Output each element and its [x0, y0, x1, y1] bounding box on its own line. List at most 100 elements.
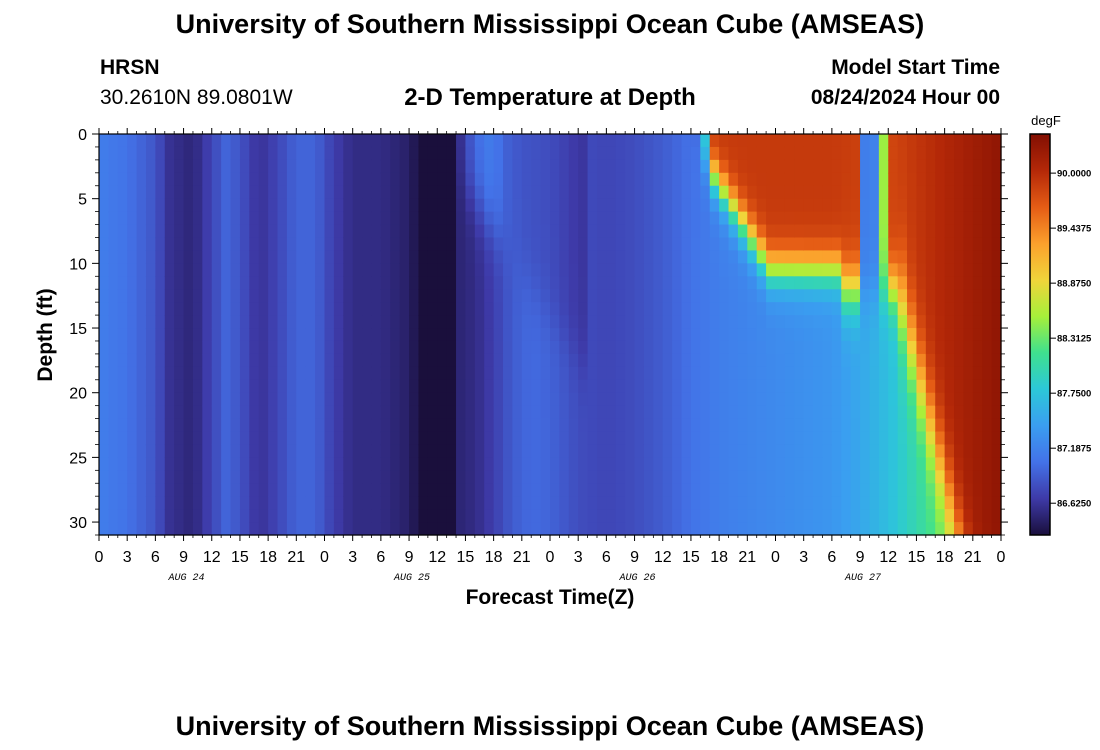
- heatmap-cell: [625, 496, 636, 510]
- heatmap-cell: [108, 340, 119, 355]
- model-start-value: 08/24/2024 Hour 00: [810, 86, 1000, 109]
- heatmap-cell: [531, 444, 542, 458]
- heatmap-cell: [352, 302, 363, 316]
- heatmap-cell: [108, 302, 119, 316]
- heatmap-cell: [456, 224, 467, 239]
- heatmap-cell: [803, 302, 814, 316]
- heatmap-cell: [672, 146, 683, 161]
- heatmap-cell: [803, 134, 814, 148]
- heatmap-cell: [935, 340, 946, 355]
- heatmap-cell: [672, 289, 683, 303]
- heatmap-cell: [944, 483, 955, 497]
- heatmap-cell: [991, 340, 1002, 355]
- heatmap-cell: [888, 457, 899, 471]
- heatmap-cell: [653, 237, 664, 252]
- heatmap-cell: [521, 444, 532, 458]
- heatmap-cell: [174, 353, 185, 368]
- heatmap-cell: [371, 146, 382, 161]
- heatmap-cell: [756, 146, 767, 161]
- heatmap-cell: [409, 431, 420, 446]
- heatmap-cell: [117, 159, 128, 174]
- heatmap-cell: [672, 522, 683, 536]
- heatmap-cell: [380, 470, 391, 484]
- heatmap-cell: [719, 328, 730, 342]
- heatmap-cell: [831, 328, 842, 342]
- heatmap-cell: [794, 250, 805, 264]
- heatmap-cell: [456, 159, 467, 174]
- heatmap-cell: [127, 457, 138, 471]
- heatmap-cell: [709, 366, 720, 381]
- heatmap-cell: [324, 457, 335, 471]
- heatmap-cell: [972, 289, 983, 303]
- heatmap-cell: [136, 405, 147, 420]
- heatmap-cell: [362, 289, 373, 303]
- heatmap-cell: [380, 224, 391, 239]
- heatmap-cell: [841, 483, 852, 497]
- heatmap-cell: [390, 263, 401, 277]
- heatmap-cell: [399, 444, 410, 458]
- heatmap-cell: [474, 159, 485, 174]
- heatmap-cell: [484, 418, 495, 433]
- heatmap-cell: [869, 302, 880, 316]
- heatmap-cell: [916, 353, 927, 368]
- heatmap-cell: [907, 315, 918, 329]
- heatmap-cell: [493, 237, 504, 252]
- heatmap-cell: [869, 289, 880, 303]
- heatmap-cell: [164, 198, 175, 213]
- heatmap-cell: [559, 315, 570, 329]
- heatmap-cell: [362, 353, 373, 368]
- heatmap-cell: [371, 134, 382, 148]
- heatmap-cell: [343, 457, 354, 471]
- heatmap-cell: [512, 379, 523, 394]
- heatmap-cell: [437, 470, 448, 484]
- heatmap-cell: [850, 315, 861, 329]
- heatmap-cell: [803, 263, 814, 277]
- heatmap-cell: [99, 483, 109, 497]
- heatmap-cell: [841, 418, 852, 433]
- heatmap-cell: [296, 340, 307, 355]
- heatmap-cell: [634, 302, 645, 316]
- heatmap-cell: [728, 250, 739, 264]
- heatmap-cell: [268, 263, 279, 277]
- heatmap-cell: [944, 431, 955, 446]
- heatmap-cell: [991, 276, 1002, 290]
- heatmap-cell: [437, 509, 448, 523]
- heatmap-cell: [221, 224, 232, 239]
- heatmap-cell: [737, 431, 748, 446]
- heatmap-cell: [540, 172, 551, 187]
- heatmap-cell: [860, 366, 871, 381]
- heatmap-cell: [202, 237, 213, 252]
- heatmap-cell: [418, 276, 429, 290]
- heatmap-cell: [183, 289, 194, 303]
- heatmap-cell: [493, 340, 504, 355]
- heatmap-cell: [831, 340, 842, 355]
- heatmap-cell: [99, 470, 109, 484]
- heatmap-cell: [474, 302, 485, 316]
- heatmap-cell: [550, 457, 560, 471]
- heatmap-cell: [493, 276, 504, 290]
- heatmap-cell: [784, 263, 795, 277]
- heatmap-cell: [681, 302, 692, 316]
- heatmap-cell: [512, 237, 523, 252]
- heatmap-cell: [380, 418, 391, 433]
- heatmap-cell: [869, 250, 880, 264]
- heatmap-cell: [634, 134, 645, 148]
- heatmap-cell: [784, 509, 795, 523]
- heatmap-cell: [728, 366, 739, 381]
- heatmap-cell: [578, 211, 589, 226]
- heatmap-cell: [803, 224, 814, 239]
- heatmap-cell: [145, 224, 156, 239]
- heatmap-cell: [277, 302, 288, 316]
- heatmap-cell: [596, 302, 607, 316]
- heatmap-cell: [296, 146, 307, 161]
- heatmap-cell: [813, 172, 824, 187]
- heatmap-cell: [371, 418, 382, 433]
- heatmap-cell: [803, 276, 814, 290]
- heatmap-cell: [315, 509, 326, 523]
- heatmap-cell: [756, 470, 767, 484]
- heatmap-cell: [897, 315, 908, 329]
- x-tick-label: 9: [856, 549, 865, 566]
- heatmap-cell: [634, 444, 645, 458]
- colorbar-tick-label: 87.7500: [1057, 389, 1091, 400]
- heatmap-cell: [249, 340, 260, 355]
